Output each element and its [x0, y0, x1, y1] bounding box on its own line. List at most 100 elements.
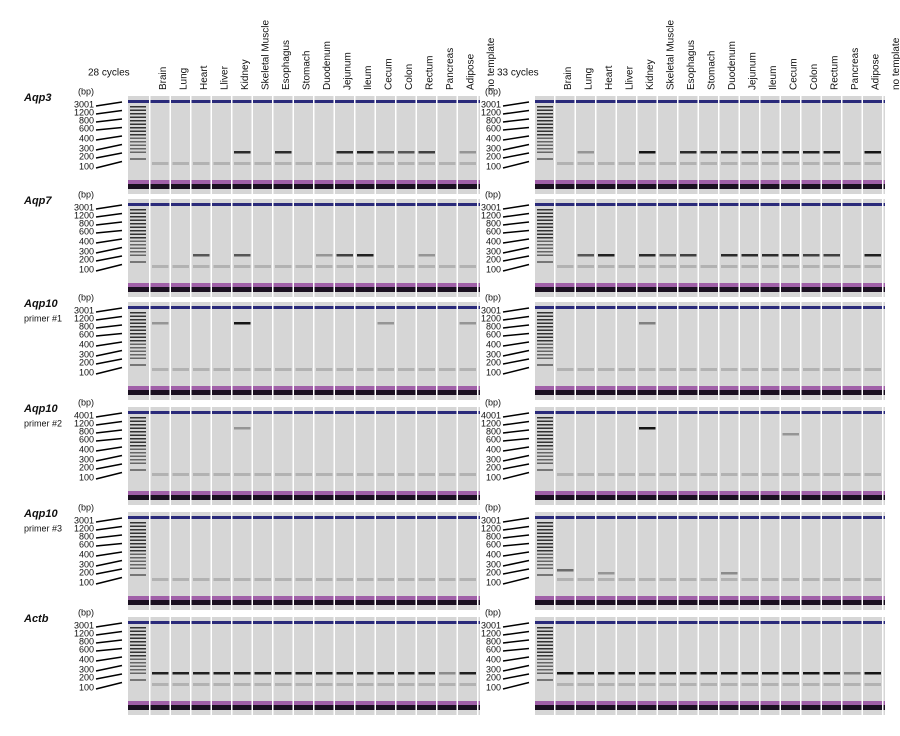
- ladder-band: [537, 651, 553, 653]
- ladder-band: [537, 137, 553, 139]
- ladder-band: [537, 630, 553, 632]
- lane-label: Heart: [604, 65, 615, 90]
- lane-separator: [354, 96, 356, 194]
- lane-separator: [615, 512, 617, 610]
- ladder-label: 600: [79, 329, 94, 339]
- ladder-band: [130, 627, 146, 629]
- ladder-label: 1200: [74, 628, 94, 638]
- ladder-label: 400: [486, 444, 501, 454]
- lane-label: Skeletal Muscle: [665, 20, 676, 90]
- ladder-band: [130, 550, 146, 552]
- lane-separator: [169, 617, 171, 715]
- ladder-band: [130, 543, 146, 545]
- ladder-leader: [95, 341, 123, 347]
- lane-separator: [615, 407, 617, 505]
- faint-band: [618, 473, 635, 476]
- lane-separator: [779, 407, 781, 505]
- band: [639, 672, 656, 675]
- faint-band: [193, 265, 210, 268]
- faint-band: [377, 265, 394, 268]
- ladder-band: [130, 357, 146, 359]
- ladder-label: 400: [79, 133, 94, 143]
- lane-separator: [861, 617, 863, 715]
- lane-label: Lung: [178, 68, 189, 90]
- lane-separator: [779, 96, 781, 194]
- ladder-leader: [95, 639, 123, 644]
- lane-separator: [190, 199, 192, 297]
- ladder-band: [130, 630, 146, 632]
- faint-band: [844, 265, 861, 268]
- lane-separator: [169, 96, 171, 194]
- lane-separator: [313, 617, 315, 715]
- lane-separator: [697, 302, 699, 400]
- gel: [128, 512, 480, 610]
- ladder-label: 800: [486, 218, 501, 228]
- bp-unit: (bp): [78, 189, 94, 199]
- faint-band: [213, 473, 230, 476]
- ladder-band: [537, 240, 553, 242]
- ladder-leader: [502, 656, 530, 662]
- lane-separator: [574, 512, 576, 610]
- lane-separator: [190, 302, 192, 400]
- faint-band: [598, 265, 615, 268]
- ladder-band: [130, 347, 146, 349]
- faint-band: [864, 368, 881, 371]
- ladder-label: 100: [486, 577, 501, 587]
- ladder-band: [130, 438, 146, 440]
- faint-band: [721, 265, 738, 268]
- faint-band: [803, 368, 820, 371]
- ladder-leader: [502, 437, 530, 442]
- ladder-band: [130, 223, 146, 225]
- ladder-label: 600: [486, 226, 501, 236]
- ladder-leader: [502, 229, 530, 234]
- ladder-band: [130, 130, 146, 132]
- lane-separator: [292, 407, 294, 505]
- lane-separator: [738, 96, 740, 194]
- band: [618, 672, 635, 675]
- ladder-label: 400: [486, 236, 501, 246]
- ladder-leader: [95, 568, 123, 575]
- ladder-band: [130, 144, 146, 146]
- ladder-band: [130, 315, 146, 317]
- faint-band: [152, 473, 169, 476]
- ladder-band: [537, 539, 553, 541]
- lane-separator: [313, 199, 315, 297]
- faint-band: [618, 683, 635, 686]
- ladder-band: [537, 354, 553, 356]
- faint-band: [659, 683, 676, 686]
- ladder-band: [537, 319, 553, 321]
- lane-separator: [210, 512, 212, 610]
- faint-band: [803, 473, 820, 476]
- lane-separator: [251, 199, 253, 297]
- lane-separator: [800, 199, 802, 297]
- lane-separator: [677, 617, 679, 715]
- band: [741, 254, 758, 257]
- faint-band: [357, 265, 374, 268]
- ladder-band: [130, 254, 146, 256]
- lane-label: Esophagus: [686, 40, 697, 90]
- gel-background: [128, 96, 480, 194]
- ladder-band: [537, 669, 553, 671]
- faint-band: [639, 683, 656, 686]
- ladder-band: [130, 445, 146, 447]
- upper-marker: [128, 411, 480, 414]
- faint-band: [721, 578, 738, 581]
- lane-separator: [272, 302, 274, 400]
- faint-band: [275, 368, 292, 371]
- ladder-band: [537, 134, 553, 136]
- lane-label: Adipose: [465, 53, 476, 90]
- ladder-label: 1200: [481, 313, 501, 323]
- ladder-band: [537, 532, 553, 534]
- ladder-band: [537, 627, 553, 629]
- faint-band: [459, 578, 476, 581]
- band: [864, 254, 881, 257]
- lane-separator: [677, 407, 679, 505]
- lower-marker: [535, 390, 885, 395]
- faint-band: [864, 162, 881, 165]
- faint-band: [316, 162, 333, 165]
- lane-separator: [395, 512, 397, 610]
- lane-separator: [395, 199, 397, 297]
- gel: [535, 199, 885, 297]
- lane-separator: [861, 302, 863, 400]
- ladder-band: [537, 113, 553, 115]
